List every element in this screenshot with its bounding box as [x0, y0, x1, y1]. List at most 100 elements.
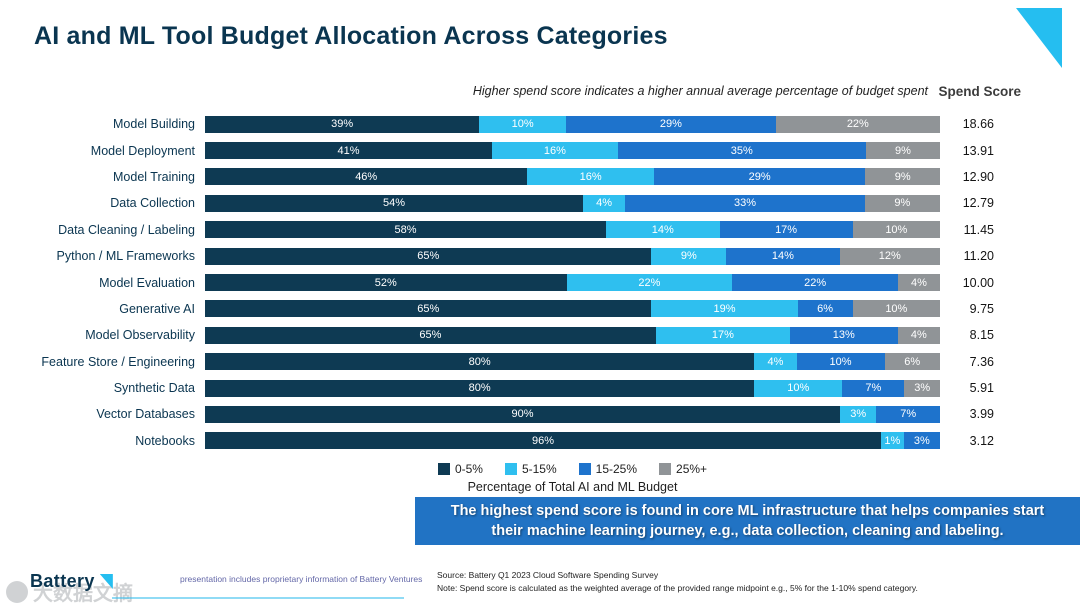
note-text: Note: Spend score is calculated as the w…	[437, 583, 918, 594]
stacked-bar: 54% 4% 33% 9%	[205, 194, 940, 212]
spend-score-value: 11.45	[963, 222, 994, 237]
watermark-text: 大数据文摘	[33, 583, 133, 605]
bar-segment: 52%	[205, 274, 567, 292]
legend-item: 5-15%	[504, 462, 557, 476]
category-label: Data Collection	[110, 196, 195, 211]
bar-segment: 54%	[205, 194, 583, 212]
chart-row: Data Collection 54% 4% 33% 9% 12.79	[30, 190, 994, 216]
bar-segment: 10%	[852, 221, 941, 239]
bar-segment: 58%	[205, 221, 607, 239]
bar-segment-value: 10%	[885, 223, 908, 236]
bar-segment: 80%	[205, 379, 755, 397]
chart-row: Synthetic Data 80% 10% 7% 3% 5.91	[30, 375, 994, 401]
legend-label: 0-5%	[454, 462, 483, 477]
category-label: Data Cleaning / Labeling	[58, 222, 195, 237]
legend-item: 15-25%	[578, 462, 638, 477]
stacked-bar: 96% 1% 3%	[205, 432, 940, 450]
battery-logo-text: Battery	[30, 571, 95, 591]
stacked-bar: 65% 19% 6% 10%	[205, 300, 940, 318]
bar-segment: 1%	[880, 432, 904, 450]
bar-segment: 6%	[884, 353, 940, 371]
bar-segment-value: 22%	[638, 276, 661, 289]
bar-segment: 35%	[617, 142, 866, 160]
bar-segment-value: 16%	[579, 170, 602, 183]
bar-segment: 33%	[625, 194, 865, 212]
chart-rows: Model Building 39% 10% 29% 22% 18.66 Model Dep…	[30, 111, 994, 454]
chart-row: Python / ML Frameworks 65% 9% 14% 12% 11.20	[30, 243, 994, 269]
callout-box: The highest spend score is found in core…	[415, 497, 1080, 545]
bar-segment-value: 9%	[894, 197, 911, 210]
category-label: Model Observability	[85, 328, 195, 343]
bar-segment: 9%	[865, 142, 940, 160]
footer-divider	[112, 597, 404, 599]
bar-segment: 41%	[205, 142, 493, 160]
bar-segment-value: 58%	[394, 223, 417, 236]
proprietary-notice: presentation includes proprietary inform…	[180, 574, 423, 584]
bar-segment-value: 16%	[543, 144, 566, 157]
legend-label: 15-25%	[595, 462, 638, 477]
stacked-bar: 39% 10% 29% 22%	[205, 115, 940, 133]
bar-segment: 65%	[205, 247, 652, 265]
bar-segment: 9%	[865, 168, 940, 186]
bar-segment-value: 4%	[596, 197, 613, 210]
bar-segment: 22%	[775, 115, 940, 133]
spend-score-value: 10.00	[962, 275, 994, 290]
source-note-block: Source: Battery Q1 2023 Cloud Software S…	[437, 569, 918, 596]
bar-segment: 39%	[205, 115, 480, 133]
stacked-bar: 46% 16% 29% 9%	[205, 168, 940, 186]
bar-segment: 3%	[840, 405, 877, 423]
bar-segment-value: 22%	[846, 118, 869, 131]
legend-swatch	[437, 463, 450, 476]
bar-segment-value: 80%	[468, 355, 491, 368]
spend-score-value: 7.36	[969, 354, 994, 369]
bar-segment: 14%	[726, 247, 840, 265]
stacked-bar: 65% 17% 13% 4%	[205, 326, 940, 344]
bar-segment: 10%	[796, 353, 885, 371]
category-label: Model Training	[113, 169, 195, 184]
bar-segment: 3%	[903, 432, 940, 450]
bar-segment-value: 65%	[417, 302, 440, 315]
bar-segment-value: 10%	[787, 382, 810, 395]
category-label: Synthetic Data	[113, 381, 195, 396]
bar-segment-value: 96%	[531, 434, 554, 447]
category-label: Model Evaluation	[99, 275, 195, 290]
spend-score-column-header: Spend Score	[938, 84, 1021, 99]
bar-segment-value: 1%	[884, 434, 901, 447]
bar-segment-value: 9%	[895, 144, 911, 157]
bar-segment: 4%	[582, 194, 626, 212]
bar-segment-value: 4%	[767, 355, 784, 368]
bar-segment-value: 7%	[900, 408, 917, 421]
category-label: Notebooks	[135, 433, 195, 448]
bar-segment: 10%	[479, 115, 567, 133]
spend-score-value: 3.12	[969, 433, 994, 448]
spend-score-value: 8.15	[969, 328, 994, 343]
spend-score-value: 13.91	[962, 143, 994, 158]
category-label: Generative AI	[119, 301, 195, 316]
bar-segment-value: 9%	[680, 250, 697, 263]
chart-row: Model Training 46% 16% 29% 9% 12.90	[30, 164, 994, 190]
bar-segment: 17%	[719, 221, 853, 239]
bar-segment-value: 3%	[913, 434, 930, 447]
legend-label: 25%+	[676, 462, 708, 477]
category-label: Vector Databases	[96, 407, 195, 422]
bar-segment: 10%	[852, 300, 940, 318]
chart-row: Data Cleaning / Labeling 58% 14% 17% 10% 11.4…	[30, 217, 994, 243]
bar-segment-value: 13%	[832, 329, 855, 342]
bar-segment: 29%	[653, 168, 866, 186]
bar-segment: 17%	[655, 326, 790, 344]
chart-row: Feature Store / Engineering 80% 4% 10% 6% 7.3…	[30, 349, 994, 375]
bar-segment: 4%	[897, 274, 940, 292]
category-label: Feature Store / Engineering	[41, 354, 195, 369]
bar-segment: 16%	[492, 142, 618, 160]
bar-segment-value: 3%	[850, 408, 867, 421]
bar-segment-value: 33%	[733, 197, 756, 210]
bar-segment-value: 6%	[904, 355, 921, 368]
legend: 0-5% 5-15% 15-25% 25%+	[205, 462, 940, 476]
bar-segment-value: 6%	[817, 302, 834, 315]
spend-score-value: 18.66	[962, 117, 994, 132]
bar-segment: 90%	[205, 405, 841, 423]
bar-segment: 19%	[651, 300, 798, 318]
category-label: Python / ML Frameworks	[56, 249, 195, 264]
battery-triangle-logo-icon	[1016, 8, 1062, 68]
bar-segment: 65%	[205, 300, 652, 318]
